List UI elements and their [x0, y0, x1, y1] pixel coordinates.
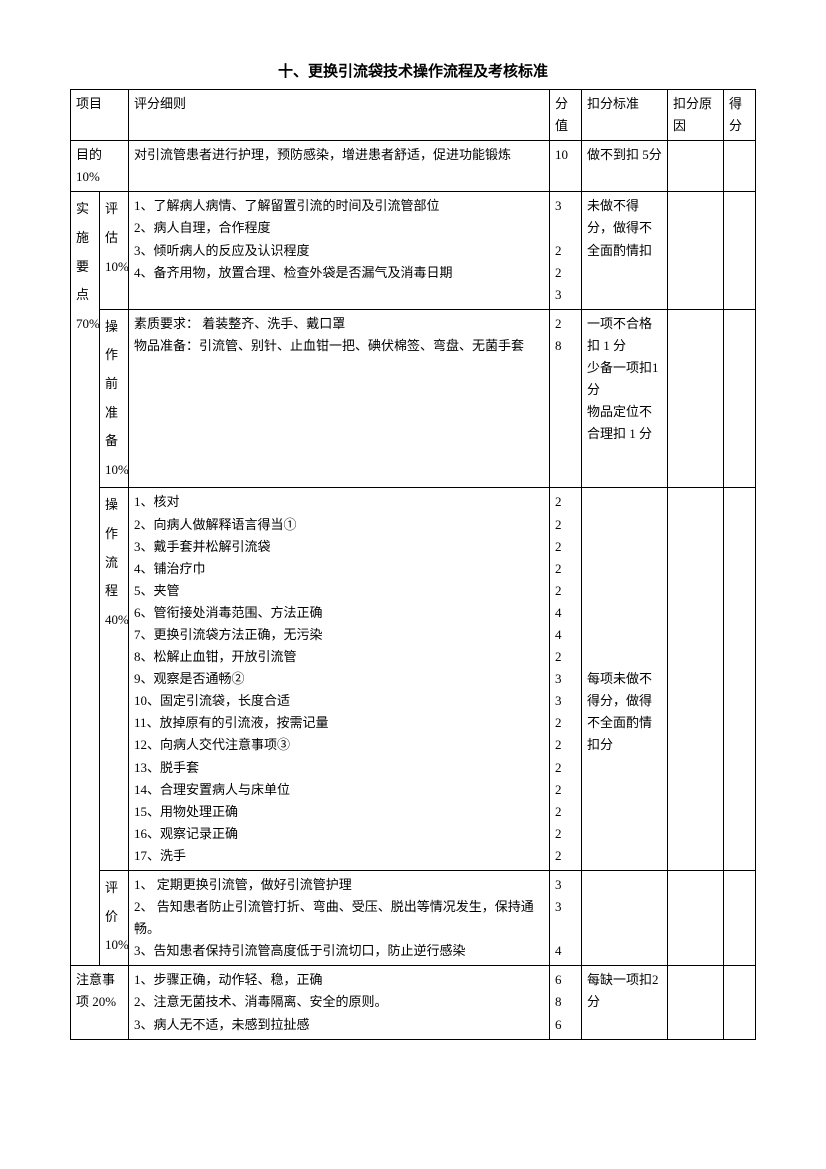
prepare-row: 操作前准备10% 素质要求： 着装整齐、洗手、戴口罩 物品准备：引流管、别针、止…	[71, 309, 756, 488]
process-label: 操作流程40%	[100, 488, 129, 871]
header-result: 得分	[724, 90, 756, 141]
notes-reason	[668, 966, 724, 1039]
prepare-label: 操作前准备10%	[100, 309, 129, 488]
prepare-result	[724, 309, 756, 488]
header-score: 分值	[550, 90, 582, 141]
notes-row: 注意事项 20% 1、步骤正确，动作轻、稳，正确 2、注意无菌技术、消毒隔离、安…	[71, 966, 756, 1039]
assessment-table: 项目 评分细则 分值 扣分标准 扣分原因 得分 目的 10% 对引流管患者进行护…	[70, 89, 756, 1040]
purpose-detail: 对引流管患者进行护理，预防感染，增进患者舒适，促进功能锻炼	[129, 141, 550, 192]
notes-standard: 每缺一项扣2 分	[582, 966, 668, 1039]
process-reason	[668, 488, 724, 871]
assess-standard: 未做不得分，做得不全面酌情扣	[582, 192, 668, 309]
purpose-standard: 做不到扣 5分	[582, 141, 668, 192]
eval-result	[724, 871, 756, 966]
assess-reason	[668, 192, 724, 309]
prepare-reason	[668, 309, 724, 488]
prepare-detail: 素质要求： 着装整齐、洗手、戴口罩 物品准备：引流管、别针、止血钳一把、碘伏棉签…	[129, 309, 550, 488]
process-standard: 每项未做不得分，做得不全面酌情扣分	[582, 488, 668, 871]
process-result	[724, 488, 756, 871]
purpose-result	[724, 141, 756, 192]
assess-row: 实施要点70% 评估10% 1、了解病人病情、了解留置引流的时间及引流管部位 2…	[71, 192, 756, 309]
process-detail: 1、核对 2、向病人做解释语言得当① 3、戴手套并松解引流袋 4、铺治疗巾 5、…	[129, 488, 550, 871]
header-reason: 扣分原因	[668, 90, 724, 141]
keypoints-label: 实施要点70%	[71, 192, 100, 966]
header-project: 项目	[71, 90, 129, 141]
notes-result	[724, 966, 756, 1039]
page-title: 十、更换引流袋技术操作流程及考核标准	[70, 60, 756, 81]
notes-detail: 1、步骤正确，动作轻、稳，正确 2、注意无菌技术、消毒隔离、安全的原则。 3、病…	[129, 966, 550, 1039]
prepare-score: 2 8	[550, 309, 582, 488]
purpose-score: 10	[550, 141, 582, 192]
eval-detail: 1、 定期更换引流管，做好引流管护理 2、 告知患者防止引流管打折、弯曲、受压、…	[129, 871, 550, 966]
purpose-label: 目的 10%	[71, 141, 129, 192]
header-row: 项目 评分细则 分值 扣分标准 扣分原因 得分	[71, 90, 756, 141]
notes-score: 6 8 6	[550, 966, 582, 1039]
eval-row: 评价10% 1、 定期更换引流管，做好引流管护理 2、 告知患者防止引流管打折、…	[71, 871, 756, 966]
process-row: 操作流程40% 1、核对 2、向病人做解释语言得当① 3、戴手套并松解引流袋 4…	[71, 488, 756, 871]
assess-label: 评估10%	[100, 192, 129, 309]
eval-label: 评价10%	[100, 871, 129, 966]
assess-detail: 1、了解病人病情、了解留置引流的时间及引流管部位 2、病人自理，合作程度 3、倾…	[129, 192, 550, 309]
purpose-row: 目的 10% 对引流管患者进行护理，预防感染，增进患者舒适，促进功能锻炼 10 …	[71, 141, 756, 192]
assess-score: 3 2 2 3	[550, 192, 582, 309]
assess-result	[724, 192, 756, 309]
notes-label: 注意事项 20%	[71, 966, 129, 1039]
purpose-reason	[668, 141, 724, 192]
header-standard: 扣分标准	[582, 90, 668, 141]
prepare-standard: 一项不合格扣 1 分 少备一项扣1 分 物品定位不合理扣 1 分	[582, 309, 668, 488]
header-detail: 评分细则	[129, 90, 550, 141]
eval-reason	[668, 871, 724, 966]
eval-score: 3 3 4	[550, 871, 582, 966]
process-score: 2 2 2 2 2 4 4 2 3 3 2 2 2 2 2 2 2	[550, 488, 582, 871]
eval-standard	[582, 871, 668, 966]
